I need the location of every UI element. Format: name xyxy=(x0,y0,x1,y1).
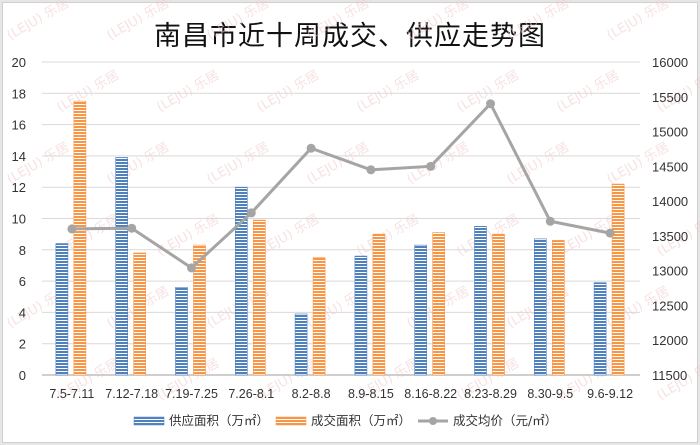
legend-supply-swatch xyxy=(133,416,165,426)
category-group: 7.12-7.18 xyxy=(105,157,158,401)
bar-supply xyxy=(593,282,607,376)
bar-supply xyxy=(533,238,547,376)
svg-text:(LEJU) 乐居: (LEJU) 乐居 xyxy=(5,0,72,43)
bar-deal xyxy=(492,233,505,376)
y-axis-right-tick: 14500 xyxy=(652,159,688,174)
y-axis-right-tick: 15000 xyxy=(652,125,688,140)
legend-price-label: 成交均价（元/㎡） xyxy=(453,413,557,428)
y-axis-left-tick: 12 xyxy=(12,180,26,195)
x-axis-label: 7.12-7.18 xyxy=(105,387,158,401)
bar-deal xyxy=(253,219,266,376)
y-axis-left-tick: 0 xyxy=(19,368,26,383)
category-group: 8.23-8.29 xyxy=(464,226,517,401)
y-axis-left-tick: 14 xyxy=(12,149,26,164)
category-group: 8.9-8.15 xyxy=(348,233,394,401)
y-axis-right-tick: 12000 xyxy=(652,333,688,348)
svg-text:(LEJU) 乐居: (LEJU) 乐居 xyxy=(305,0,372,43)
legend-deal-swatch xyxy=(275,416,307,426)
y-axis-left-tick: 6 xyxy=(19,274,26,289)
y-axis-left-tick: 2 xyxy=(19,337,26,352)
price-marker xyxy=(426,161,436,171)
x-axis-label: 8.16-8.22 xyxy=(404,387,457,401)
category-group: 7.26-8.1 xyxy=(228,186,274,401)
svg-text:(LEJU) 乐居: (LEJU) 乐居 xyxy=(105,140,172,188)
price-marker xyxy=(246,208,256,218)
bar-deal xyxy=(432,232,446,376)
svg-text:(LEJU) 乐居: (LEJU) 乐居 xyxy=(355,68,422,116)
y-axis-right-tick: 13500 xyxy=(652,229,688,244)
y-axis-right-tick: 14000 xyxy=(652,194,688,209)
price-marker xyxy=(187,263,196,273)
bar-supply xyxy=(235,186,248,376)
y-axis-right-tick: 16000 xyxy=(652,55,688,70)
x-axis-label: 7.5-7.11 xyxy=(49,387,94,401)
svg-text:(LEJU) 乐居: (LEJU) 乐居 xyxy=(155,212,222,260)
y-axis-left-tick: 16 xyxy=(12,118,26,133)
bar-supply xyxy=(474,226,487,376)
x-axis-label: 7.26-8.1 xyxy=(228,387,274,401)
bar-deal xyxy=(611,183,625,376)
category-group: 7.5-7.11 xyxy=(49,100,94,401)
svg-text:(LEJU) 乐居: (LEJU) 乐居 xyxy=(205,140,272,188)
price-marker xyxy=(605,228,615,238)
svg-text:(LEJU) 乐居: (LEJU) 乐居 xyxy=(555,68,622,116)
legend-supply-label: 供应面积（万㎡） xyxy=(169,413,269,428)
svg-text:(LEJU) 乐居: (LEJU) 乐居 xyxy=(505,140,572,188)
x-axis-label: 9.6-9.12 xyxy=(587,387,633,401)
bar-deal xyxy=(193,244,206,376)
y-axis-right-tick: 13000 xyxy=(652,264,688,279)
svg-text:(LEJU) 乐居: (LEJU) 乐居 xyxy=(105,0,172,43)
svg-text:(LEJU) 乐居: (LEJU) 乐居 xyxy=(205,0,272,43)
svg-text:(LEJU) 乐居: (LEJU) 乐居 xyxy=(405,140,472,188)
category-group: 8.30-9.5 xyxy=(527,238,573,401)
svg-text:(LEJU) 乐居: (LEJU) 乐居 xyxy=(55,68,122,116)
x-axis-label: 7.19-7.25 xyxy=(165,387,218,401)
category-group: 9.6-9.12 xyxy=(587,183,633,401)
bar-supply xyxy=(294,313,308,376)
x-axis-label: 8.23-8.29 xyxy=(464,387,517,401)
y-axis-left-tick: 4 xyxy=(19,305,26,320)
price-marker xyxy=(67,224,77,234)
y-axis-right-tick: 12500 xyxy=(652,298,688,313)
legend: 供应面积（万㎡） 成交面积（万㎡） 成交均价（元/㎡） xyxy=(133,413,557,428)
svg-text:(LEJU) 乐居: (LEJU) 乐居 xyxy=(255,68,322,116)
bar-deal xyxy=(133,252,146,376)
bar-deal xyxy=(312,257,326,376)
chart-title: 南昌市近十周成交、供应走势图 xyxy=(154,21,546,52)
legend-deal-label: 成交面积（万㎡） xyxy=(311,413,411,428)
bar-deal xyxy=(372,233,386,376)
category-group: 7.19-7.25 xyxy=(165,244,218,401)
y-axis-left-tick: 10 xyxy=(12,212,26,227)
bar-supply xyxy=(354,255,368,376)
svg-text:(LEJU) 乐居: (LEJU) 乐居 xyxy=(355,212,422,260)
y-axis-right-tick: 15500 xyxy=(652,90,688,105)
x-axis-label: 8.30-9.5 xyxy=(527,387,573,401)
price-line xyxy=(71,101,611,270)
bar-supply xyxy=(55,243,69,376)
bar-deal xyxy=(73,100,87,376)
x-axis-label: 8.2-8.8 xyxy=(292,387,331,401)
bar-supply xyxy=(175,287,188,376)
price-marker xyxy=(545,216,555,226)
bar-deal xyxy=(551,240,565,376)
svg-text:(LEJU) 乐居: (LEJU) 乐居 xyxy=(405,0,472,43)
svg-text:(LEJU) 乐居: (LEJU) 乐居 xyxy=(505,0,572,43)
svg-text:(LEJU) 乐居: (LEJU) 乐居 xyxy=(155,68,222,116)
category-group: 8.2-8.8 xyxy=(292,257,331,401)
y-axis-left-tick: 18 xyxy=(12,86,26,101)
price-marker xyxy=(306,143,316,153)
y-axis-left-tick: 20 xyxy=(12,55,26,70)
svg-text:(LEJU) 乐居: (LEJU) 乐居 xyxy=(605,0,672,43)
price-marker xyxy=(486,99,495,109)
bar-supply xyxy=(115,157,128,376)
price-marker xyxy=(127,223,137,233)
y-axis-left-tick: 8 xyxy=(19,243,26,258)
price-marker xyxy=(366,165,376,175)
category-group: 8.16-8.22 xyxy=(404,232,457,401)
bar-supply xyxy=(414,244,428,376)
svg-text:(LEJU) 乐居: (LEJU) 乐居 xyxy=(455,212,522,260)
x-axis-label: 8.9-8.15 xyxy=(348,387,394,401)
y-axis-right-tick: 11500 xyxy=(652,368,687,383)
